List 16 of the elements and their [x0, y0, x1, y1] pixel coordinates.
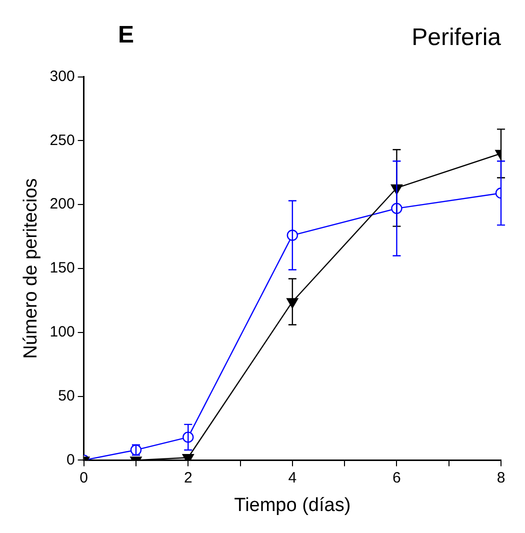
- text: E: [118, 22, 134, 49]
- y-tick-label: 300: [50, 68, 75, 85]
- x-tick-label: 8: [496, 469, 506, 486]
- x-tick-label: 2: [184, 469, 192, 486]
- y-tick-label: 0: [66, 451, 75, 468]
- y-tick-label: 200: [50, 196, 75, 213]
- chart-title: Periferia: [412, 24, 502, 52]
- y-tick-label: 50: [58, 387, 75, 404]
- x-tick-label: 4: [288, 469, 297, 486]
- x-tick-label: 6: [392, 469, 401, 486]
- y-tick-label: 250: [50, 132, 75, 149]
- y-axis-title: Número de peritecios: [20, 178, 42, 359]
- y-tick-label: 100: [50, 324, 75, 341]
- x-tick-label: 0: [80, 469, 88, 486]
- x-axis-title: Tiempo (días): [234, 494, 351, 516]
- y-tick-label: 150: [50, 260, 75, 277]
